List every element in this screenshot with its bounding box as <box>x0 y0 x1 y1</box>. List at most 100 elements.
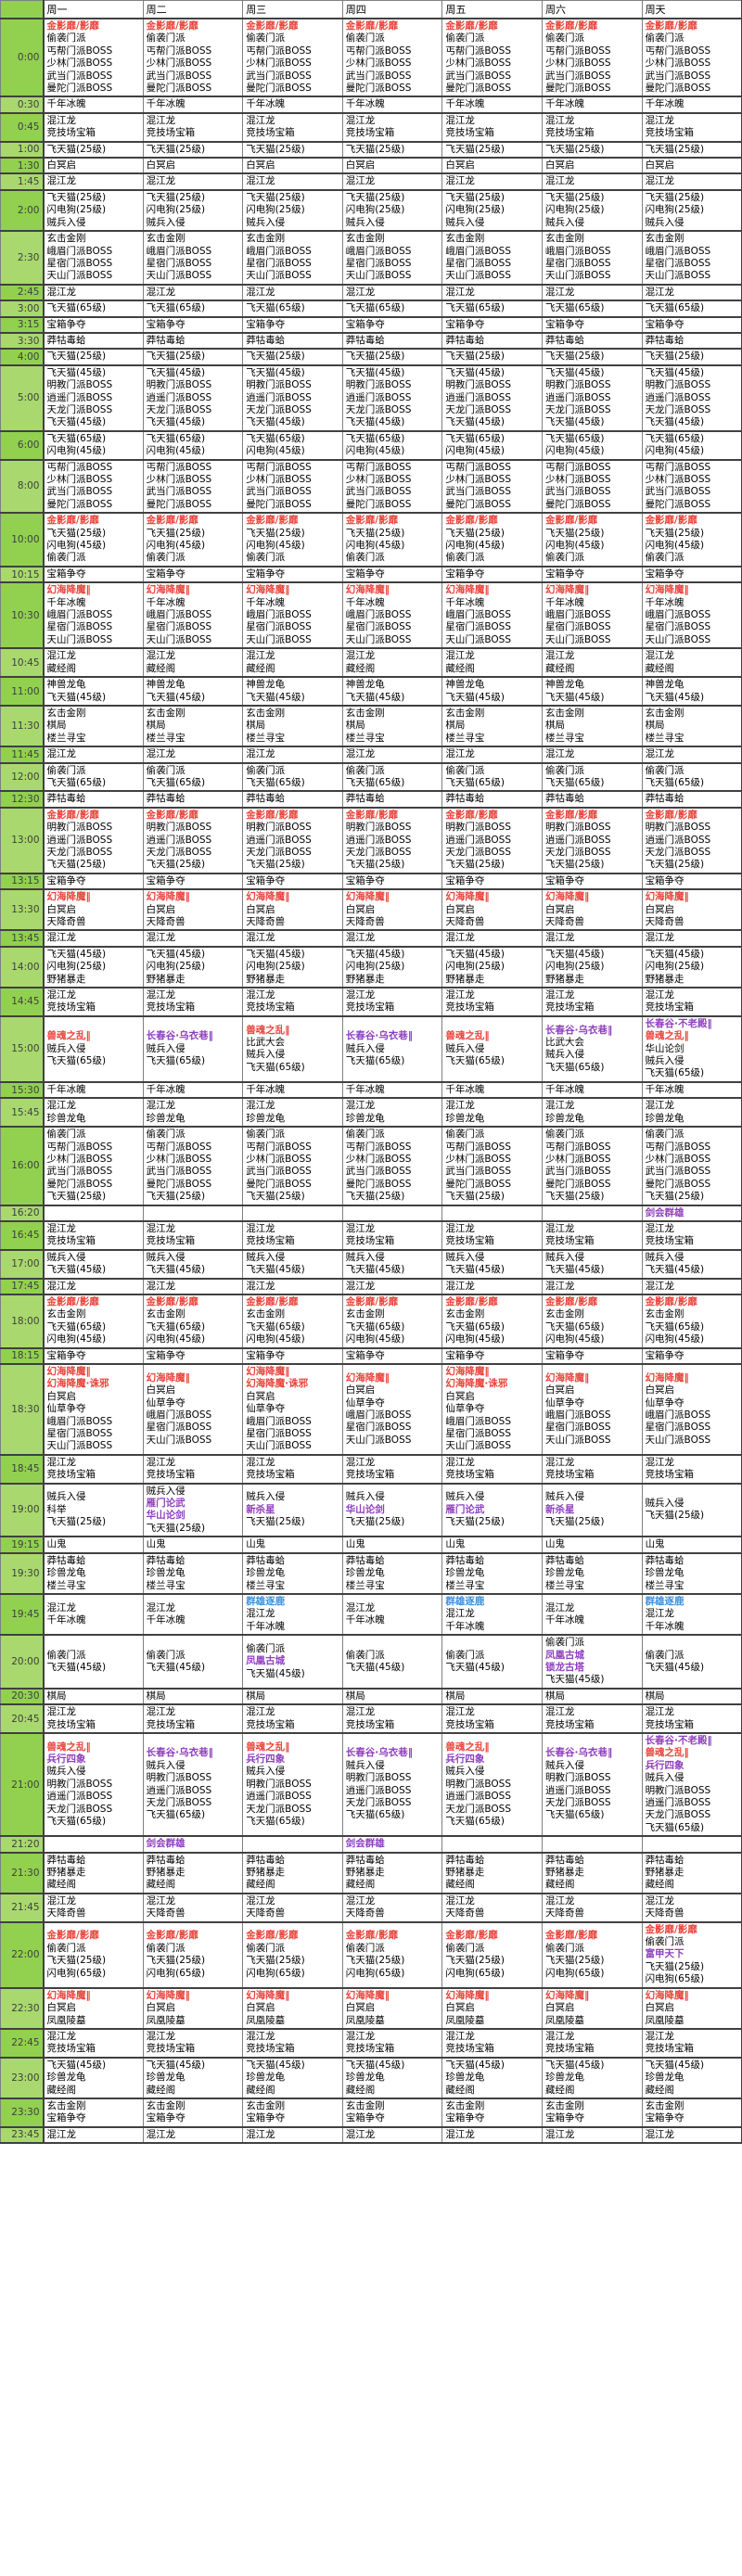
schedule-cell[interactable]: 混江龙 藏经阁 <box>641 647 742 679</box>
schedule-cell[interactable]: 飞天猫(45级) 闪电狗(25级) 野猪暴走 <box>242 946 343 989</box>
schedule-cell[interactable]: 千年冰魄 <box>43 1081 144 1100</box>
schedule-cell[interactable]: 金影靡/影靡 玄击金刚 飞天猫(65级) 闪电狗(45级) <box>142 1294 244 1349</box>
schedule-cell[interactable]: 丐帮门派BOSS 少林门派BOSS 武当门派BOSS 曼陀门派BOSS <box>341 459 443 515</box>
schedule-cell[interactable]: 飞天猫(45级) 闪电狗(25级) 野猪暴走 <box>441 946 543 989</box>
schedule-cell[interactable]: 山鬼 <box>541 1536 643 1554</box>
schedule-cell[interactable]: 幻海降魔‖ 白冥启 凤凰陵墓 <box>341 1987 443 2030</box>
schedule-cell[interactable]: 宝箱争夺 <box>341 316 443 334</box>
schedule-cell[interactable]: 混江龙 <box>142 172 244 191</box>
schedule-cell[interactable]: 千年冰魄 <box>341 1081 443 1100</box>
schedule-cell[interactable]: 莽牯毒蛤 <box>142 332 244 351</box>
schedule-cell[interactable]: 长春谷·乌衣巷‖ 贼兵入侵 明教门派BOSS 逍遥门派BOSS 天龙门派BOSS 飞天猫(… <box>341 1732 443 1838</box>
schedule-cell[interactable]: 混江龙 藏经阁 <box>441 647 543 679</box>
schedule-cell[interactable]: 千年冰魄 <box>242 96 343 114</box>
schedule-cell[interactable]: 飞天猫(65级) 闪电狗(45级) <box>142 430 244 461</box>
schedule-cell[interactable] <box>43 1835 144 1854</box>
schedule-cell[interactable]: 宝箱争夺 <box>43 316 144 334</box>
schedule-cell[interactable]: 玄击金刚 峨眉门派BOSS 星宿门派BOSS 天山门派BOSS <box>641 230 742 286</box>
schedule-cell[interactable]: 混江龙 竞技场宝箱 <box>441 987 543 1017</box>
schedule-cell[interactable]: 偷袭门派 飞天猫(45级) <box>341 1634 443 1690</box>
schedule-cell[interactable]: 宝箱争夺 <box>341 873 443 891</box>
schedule-cell[interactable]: 贼兵入侵 飞天猫(45级) <box>242 1249 343 1280</box>
schedule-cell[interactable]: 飞天猫(65级) <box>441 300 543 318</box>
schedule-cell[interactable]: 金影靡/影靡 飞天猫(25级) 闪电狗(45级) 偷袭门派 <box>43 512 144 567</box>
schedule-cell[interactable]: 混江龙 <box>242 1278 343 1295</box>
schedule-cell[interactable]: 混江龙 竞技场宝箱 <box>142 1454 244 1485</box>
schedule-cell[interactable]: 飞天猫(25级) 闪电狗(25级) 贼兵入侵 <box>43 189 144 233</box>
schedule-cell[interactable]: 丐帮门派BOSS 少林门派BOSS 武当门派BOSS 曼陀门派BOSS <box>541 459 643 515</box>
schedule-cell[interactable]: 混江龙 竞技场宝箱 <box>541 112 643 143</box>
schedule-cell[interactable]: 丐帮门派BOSS 少林门派BOSS 武当门派BOSS 曼陀门派BOSS <box>441 459 543 515</box>
schedule-cell[interactable]: 混江龙 <box>341 172 443 191</box>
schedule-cell[interactable]: 金影靡/影靡 玄击金刚 飞天猫(65级) 闪电狗(45级) <box>43 1294 144 1349</box>
schedule-cell[interactable] <box>441 1205 543 1222</box>
schedule-cell[interactable]: 金影靡/影靡 偷袭门派 飞天猫(25级) 闪电狗(65级) <box>441 1921 543 1989</box>
schedule-cell[interactable]: 幻海降魔‖ 白冥启 仙草争夺 峨眉门派BOSS 星宿门派BOSS 天山门派BOSS <box>341 1363 443 1456</box>
schedule-cell[interactable]: 贼兵入侵 新杀星 飞天猫(25级) <box>242 1483 343 1538</box>
schedule-cell[interactable]: 混江龙 竞技场宝箱 <box>242 1703 343 1734</box>
schedule-cell[interactable]: 飞天猫(25级) 闪电狗(25级) 贼兵入侵 <box>341 189 443 233</box>
schedule-cell[interactable]: 幻海降魔‖ 白冥启 天降奇兽 <box>641 888 742 932</box>
schedule-cell[interactable]: 混江龙 藏经阁 <box>541 647 643 679</box>
schedule-cell[interactable]: 飞天猫(25级) <box>341 141 443 159</box>
schedule-cell[interactable]: 混江龙 珍兽龙龟 <box>341 1097 443 1129</box>
schedule-cell[interactable]: 混江龙 <box>43 929 144 948</box>
schedule-cell[interactable]: 偷袭门派 丐帮门派BOSS 少林门派BOSS 武当门派BOSS 曼陀门派BOSS 飞天猫(… <box>43 1126 144 1206</box>
schedule-cell[interactable]: 混江龙 <box>142 2126 244 2145</box>
schedule-cell[interactable]: 混江龙 竞技场宝箱 <box>341 2028 443 2059</box>
schedule-cell[interactable]: 混江龙 天降奇兽 <box>641 1893 742 1923</box>
schedule-cell[interactable]: 幻海降魔‖ 白冥启 天降奇兽 <box>242 888 343 932</box>
schedule-cell[interactable]: 混江龙 天降奇兽 <box>541 1893 643 1923</box>
schedule-cell[interactable]: 飞天猫(65级) <box>142 300 244 318</box>
schedule-cell[interactable]: 混江龙 竞技场宝箱 <box>43 987 144 1017</box>
schedule-cell[interactable]: 偷袭门派 飞天猫(65级) <box>441 762 543 793</box>
schedule-cell[interactable]: 飞天猫(25级) <box>341 348 443 366</box>
schedule-cell[interactable]: 莽牯毒蛤 珍兽龙龟 楼兰寻宝 <box>541 1552 643 1595</box>
schedule-cell[interactable]: 长春谷·乌衣巷‖ 贼兵入侵 飞天猫(65级) <box>341 1015 443 1083</box>
schedule-cell[interactable]: 贼兵入侵 飞天猫(45级) <box>641 1249 742 1280</box>
schedule-cell[interactable]: 幻海降魔‖ 白冥启 仙草争夺 峨眉门派BOSS 星宿门派BOSS 天山门派BOSS <box>641 1363 742 1456</box>
schedule-cell[interactable]: 偷袭门派 飞天猫(45级) <box>441 1634 543 1690</box>
schedule-cell[interactable]: 贼兵入侵 飞天猫(45级) <box>142 1249 244 1280</box>
schedule-cell[interactable]: 混江龙 天降奇兽 <box>341 1893 443 1923</box>
schedule-cell[interactable]: 混江龙 竞技场宝箱 <box>242 2028 343 2059</box>
schedule-cell[interactable]: 偷袭门派 丐帮门派BOSS 少林门派BOSS 武当门派BOSS 曼陀门派BOSS 飞天猫(… <box>641 1126 742 1206</box>
schedule-cell[interactable]: 棋局 <box>43 1688 144 1706</box>
schedule-cell[interactable]: 金影靡/影靡 偷袭门派 丐帮门派BOSS 少林门派BOSS 武当门派BOSS 曼陀门派BO… <box>43 18 144 98</box>
schedule-cell[interactable]: 飞天猫(25级) <box>142 141 244 159</box>
schedule-cell[interactable]: 混江龙 竞技场宝箱 <box>341 112 443 143</box>
schedule-cell[interactable]: 混江龙 竞技场宝箱 <box>541 987 643 1017</box>
schedule-cell[interactable]: 飞天猫(45级) 闪电狗(25级) 野猪暴走 <box>341 946 443 989</box>
schedule-cell[interactable]: 千年冰魄 <box>441 1081 543 1100</box>
schedule-cell[interactable]: 莽牯毒蛤 野猪暴走 藏经阁 <box>541 1852 643 1894</box>
schedule-cell[interactable]: 千年冰魄 <box>142 1081 244 1100</box>
schedule-cell[interactable]: 飞天猫(25级) <box>43 141 144 159</box>
schedule-cell[interactable]: 飞天猫(45级) 明教门派BOSS 逍遥门派BOSS 天龙门派BOSS 飞天猫(45级) <box>341 364 443 432</box>
schedule-cell[interactable]: 金影靡/影靡 玄击金刚 飞天猫(65级) 闪电狗(45级) <box>242 1294 343 1349</box>
schedule-cell[interactable]: 玄击金刚 宝箱争夺 <box>142 2098 244 2128</box>
schedule-cell[interactable]: 莽牯毒蛤 野猪暴走 藏经阁 <box>341 1852 443 1894</box>
schedule-cell[interactable]: 莽牯毒蛤 <box>242 332 343 351</box>
schedule-cell[interactable]: 贼兵入侵 新杀星 飞天猫(25级) <box>541 1483 643 1538</box>
schedule-cell[interactable]: 宝箱争夺 <box>341 1347 443 1366</box>
schedule-cell[interactable]: 偷袭门派 凤凰古城 飞天猫(45级) <box>242 1634 343 1690</box>
schedule-cell[interactable]: 混江龙 竞技场宝箱 <box>142 987 244 1017</box>
schedule-cell[interactable]: 混江龙 <box>541 1278 643 1295</box>
schedule-cell[interactable]: 飞天猫(45级) 珍兽龙龟 藏经阁 <box>43 2057 144 2099</box>
schedule-cell[interactable]: 贼兵入侵 飞天猫(45级) <box>341 1249 443 1280</box>
schedule-cell[interactable]: 金影靡/影靡 明教门派BOSS 逍遥门派BOSS 天龙门派BOSS 飞天猫(25级) <box>341 807 443 874</box>
schedule-cell[interactable]: 混江龙 藏经阁 <box>43 647 144 679</box>
schedule-cell[interactable] <box>242 1205 343 1222</box>
schedule-cell[interactable]: 幻海降魔‖ 白冥启 仙草争夺 峨眉门派BOSS 星宿门派BOSS 天山门派BOSS <box>541 1363 643 1456</box>
schedule-cell[interactable]: 飞天猫(25级) <box>441 348 543 366</box>
schedule-cell[interactable]: 白冥启 <box>441 157 543 175</box>
schedule-cell[interactable]: 混江龙 竞技场宝箱 <box>341 1703 443 1734</box>
schedule-cell[interactable]: 兽魂之乱‖ 兵行四象 贼兵入侵 明教门派BOSS 逍遥门派BOSS 天龙门派BOSS 飞天猫… <box>43 1732 144 1838</box>
schedule-cell[interactable]: 棋局 <box>242 1688 343 1706</box>
schedule-cell[interactable]: 千年冰魄 <box>641 96 742 114</box>
schedule-cell[interactable]: 莽牯毒蛤 <box>541 790 643 809</box>
schedule-cell[interactable]: 金影靡/影靡 偷袭门派 丐帮门派BOSS 少林门派BOSS 武当门派BOSS 曼陀门派BO… <box>441 18 543 98</box>
schedule-cell[interactable]: 飞天猫(45级) 明教门派BOSS 逍遥门派BOSS 天龙门派BOSS 飞天猫(45级) <box>142 364 244 432</box>
schedule-cell[interactable]: 莽牯毒蛤 <box>43 790 144 809</box>
schedule-cell[interactable] <box>541 1205 643 1222</box>
